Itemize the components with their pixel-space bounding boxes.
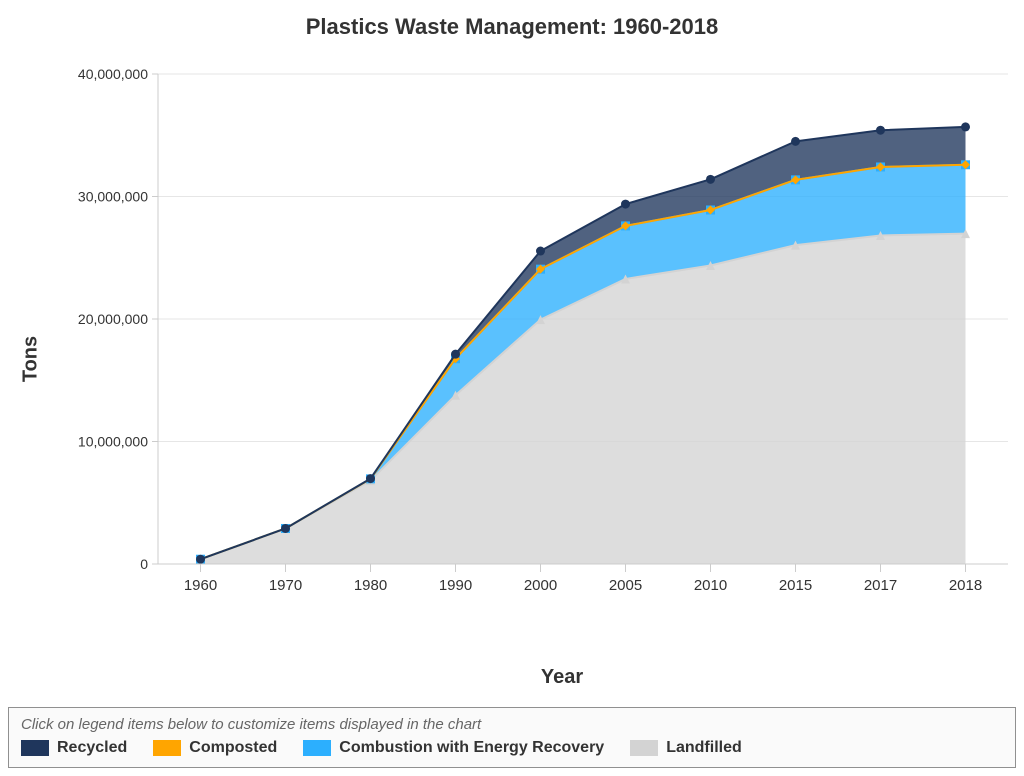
marker-circle	[196, 555, 205, 564]
legend-hint: Click on legend items below to customize…	[21, 716, 1003, 733]
legend-swatch	[303, 740, 331, 756]
marker-circle	[451, 350, 460, 359]
marker-circle	[791, 137, 800, 146]
legend-items: Recycled Composted Combustion with Energy …	[21, 739, 1003, 757]
chart-container: Plastics Waste Management: 1960-2018 Ton…	[8, 14, 1016, 768]
chart-svg: 0 10,000,000 20,000,000 30,000,000 40,000,00…	[8, 54, 1016, 614]
legend-item-composted[interactable]: Composted	[153, 739, 277, 757]
legend-box: Click on legend items below to customize…	[8, 707, 1016, 768]
svg-text:30,000,000: 30,000,000	[78, 189, 148, 205]
marker-circle	[281, 524, 290, 533]
legend-label: Composted	[189, 739, 277, 757]
legend-item-landfilled[interactable]: Landfilled	[630, 739, 742, 757]
marker-circle	[706, 175, 715, 184]
svg-text:1990: 1990	[439, 577, 472, 594]
svg-text:2000: 2000	[524, 577, 557, 594]
marker-circle	[961, 122, 970, 131]
marker-circle	[621, 200, 630, 209]
svg-text:0: 0	[140, 556, 148, 572]
x-axis-title: Year	[108, 666, 1016, 689]
svg-text:20,000,000: 20,000,000	[78, 311, 148, 327]
svg-text:1970: 1970	[269, 577, 302, 594]
marker-circle	[536, 247, 545, 256]
y-axis-title: Tons	[20, 336, 43, 382]
legend-item-recycled[interactable]: Recycled	[21, 739, 127, 757]
legend-label: Recycled	[57, 739, 127, 757]
marker-circle	[366, 474, 375, 483]
svg-text:2010: 2010	[694, 577, 727, 594]
legend-swatch	[630, 740, 658, 756]
svg-text:2017: 2017	[864, 577, 897, 594]
plot-area: Tons 0 10,000,000 20,000,000 30,000,000 40,0…	[8, 54, 1016, 664]
chart-title: Plastics Waste Management: 1960-2018	[8, 14, 1016, 40]
legend-swatch	[21, 740, 49, 756]
svg-text:2018: 2018	[949, 577, 982, 594]
svg-text:1960: 1960	[184, 577, 217, 594]
svg-text:1980: 1980	[354, 577, 387, 594]
svg-text:40,000,000: 40,000,000	[78, 66, 148, 82]
legend-label: Combustion with Energy Recovery	[339, 739, 604, 757]
legend-label: Landfilled	[666, 739, 742, 757]
marker-circle	[876, 126, 885, 135]
svg-text:2005: 2005	[609, 577, 642, 594]
svg-text:10,000,000: 10,000,000	[78, 434, 148, 450]
svg-text:2015: 2015	[779, 577, 812, 594]
legend-item-combustion-with-energy-recovery[interactable]: Combustion with Energy Recovery	[303, 739, 604, 757]
legend-swatch	[153, 740, 181, 756]
